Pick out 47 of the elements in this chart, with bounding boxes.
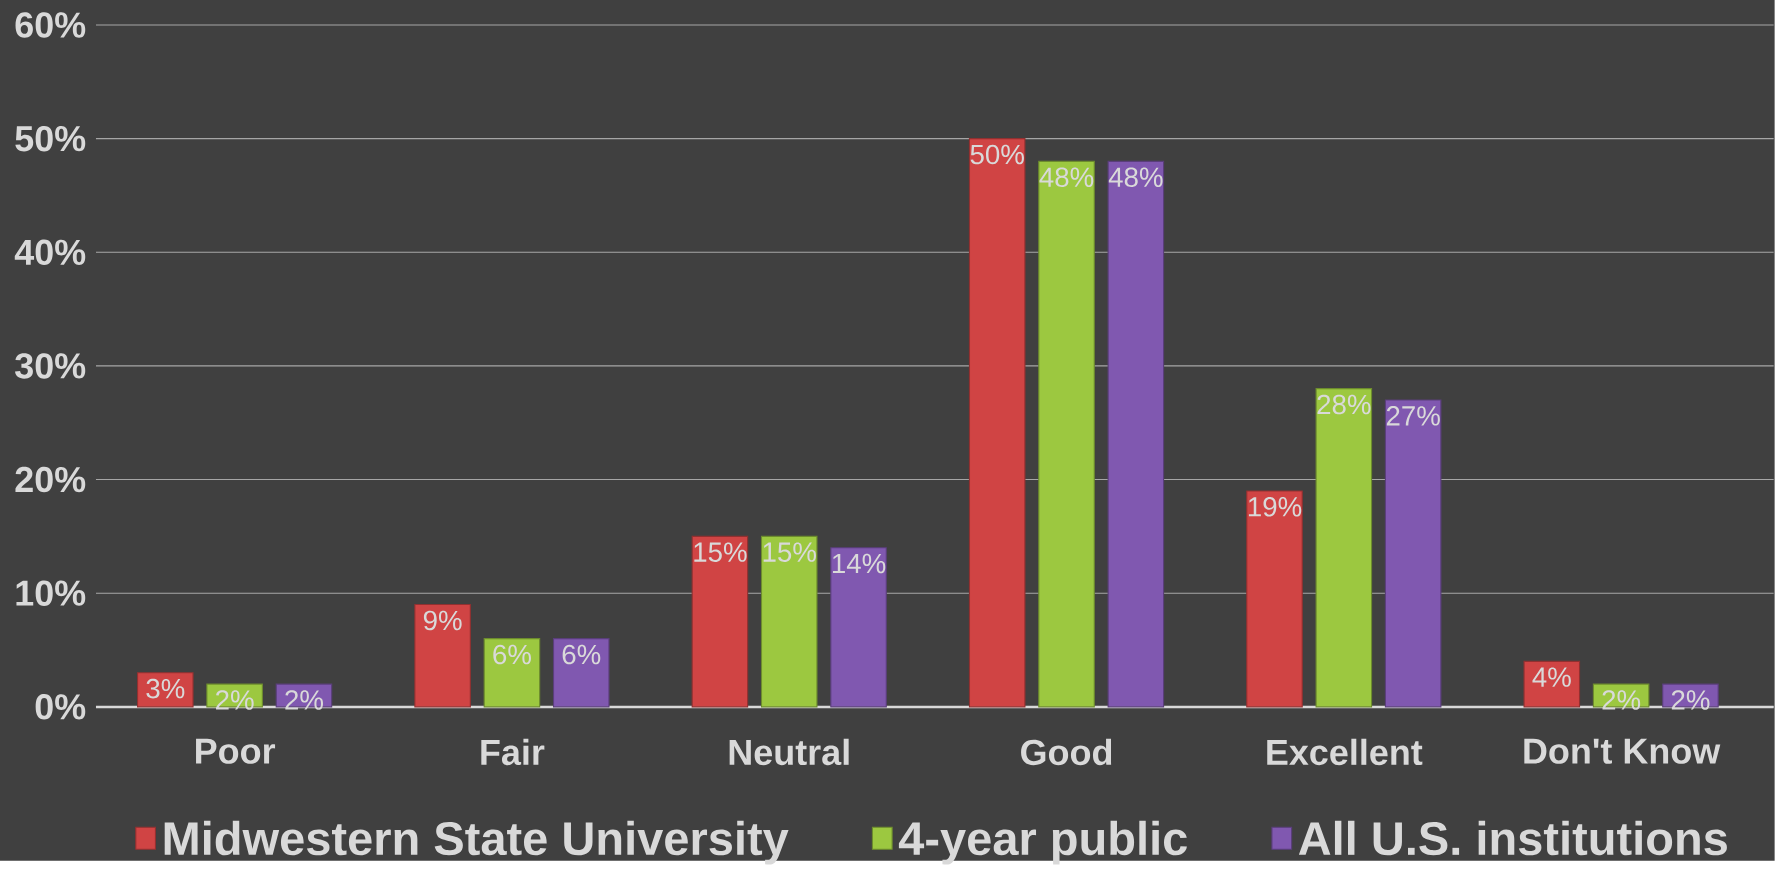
y-tick-label: 20% xyxy=(15,466,86,493)
data-label: 4% xyxy=(1532,667,1571,687)
data-label: 50% xyxy=(970,144,1024,165)
data-label: 6% xyxy=(493,644,531,665)
bar xyxy=(830,547,887,708)
data-label: 2% xyxy=(285,690,323,710)
data-label: 48% xyxy=(1108,167,1163,188)
data-label: 48% xyxy=(1039,167,1094,188)
data-label: 19% xyxy=(1248,497,1302,517)
bar xyxy=(968,138,1026,708)
data-label: 2% xyxy=(1602,690,1641,710)
bar xyxy=(1246,490,1303,708)
y-tick-label: 10% xyxy=(16,580,86,606)
data-label: 3% xyxy=(146,678,185,699)
x-tick-label: Don't Know xyxy=(1524,738,1721,764)
legend-label: Midwestern State University xyxy=(164,820,789,865)
data-label: 14% xyxy=(832,553,886,574)
data-label: 15% xyxy=(763,542,816,562)
x-tick-label: Fair xyxy=(481,738,545,766)
y-tick-label: 40% xyxy=(14,239,86,265)
data-label: 28% xyxy=(1317,394,1371,415)
y-tick-label: 60% xyxy=(15,12,86,38)
bar xyxy=(552,638,610,708)
bar xyxy=(1315,388,1373,708)
bar xyxy=(483,638,541,708)
data-label: 9% xyxy=(423,610,462,631)
x-tick-label: Poor xyxy=(196,738,276,764)
data-label: 27% xyxy=(1386,406,1440,426)
legend-label: All U.S. institutions xyxy=(1298,820,1727,856)
data-label: 6% xyxy=(562,644,601,665)
data-label: 15% xyxy=(694,542,747,562)
x-tick-label: Excellent xyxy=(1267,738,1423,766)
data-label: 2% xyxy=(216,690,254,710)
legend-label: 4-year public xyxy=(898,820,1187,865)
data-label: 2% xyxy=(1671,690,1710,710)
bar xyxy=(414,603,471,708)
bar xyxy=(1107,160,1165,708)
bar xyxy=(691,535,749,708)
y-tick-label: 30% xyxy=(15,353,86,379)
bar xyxy=(1384,399,1442,708)
bar xyxy=(1038,160,1095,708)
y-tick-label: 50% xyxy=(15,125,86,152)
bar xyxy=(1523,660,1581,708)
x-tick-label: Neutral xyxy=(729,738,849,766)
bar xyxy=(760,535,818,708)
x-tick-label: Good xyxy=(1021,738,1112,766)
y-tick-label: 0% xyxy=(35,694,86,720)
